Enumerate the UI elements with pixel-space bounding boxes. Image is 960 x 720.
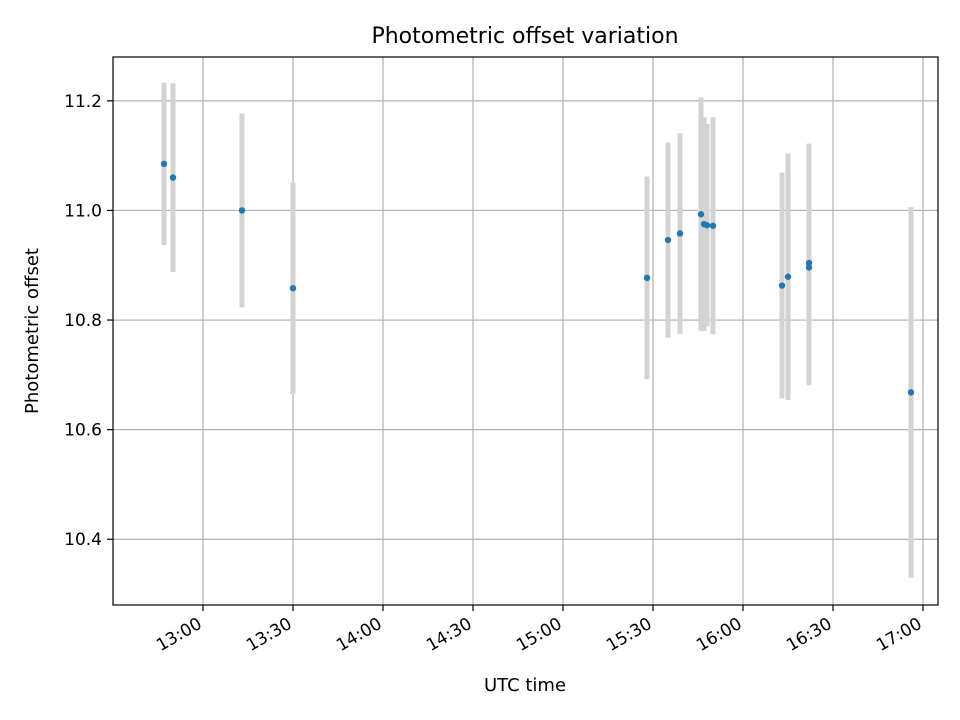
grid (113, 57, 938, 605)
data-point (664, 236, 672, 244)
x-axis-label: UTC time (484, 675, 566, 696)
data-point (289, 285, 297, 292)
data-point (703, 222, 711, 229)
data-point (160, 160, 168, 168)
y-tick-label: 10.6 (64, 421, 102, 441)
data-point (778, 282, 786, 289)
plot-frame (112, 56, 939, 606)
data-point (169, 174, 177, 181)
data-point (805, 259, 813, 267)
data-point (907, 389, 915, 396)
data-point (238, 207, 246, 214)
data-point (676, 230, 684, 237)
data-point (643, 274, 651, 282)
chart-title: Photometric offset variation (371, 24, 678, 49)
data-points (160, 160, 915, 396)
data-point (805, 264, 813, 271)
data-point (784, 273, 792, 280)
y-tick-label: 10.4 (64, 530, 102, 550)
y-axis-ticks: 10.4 10.6 10.8 11.0 11.2 (64, 92, 113, 550)
y-tick-label: 11.0 (64, 201, 102, 221)
y-tick-label: 11.2 (64, 92, 102, 112)
y-axis-label: Photometric offset (22, 248, 43, 414)
y-tick-label: 10.8 (64, 311, 102, 331)
data-point (697, 211, 705, 218)
data-point (709, 222, 717, 229)
